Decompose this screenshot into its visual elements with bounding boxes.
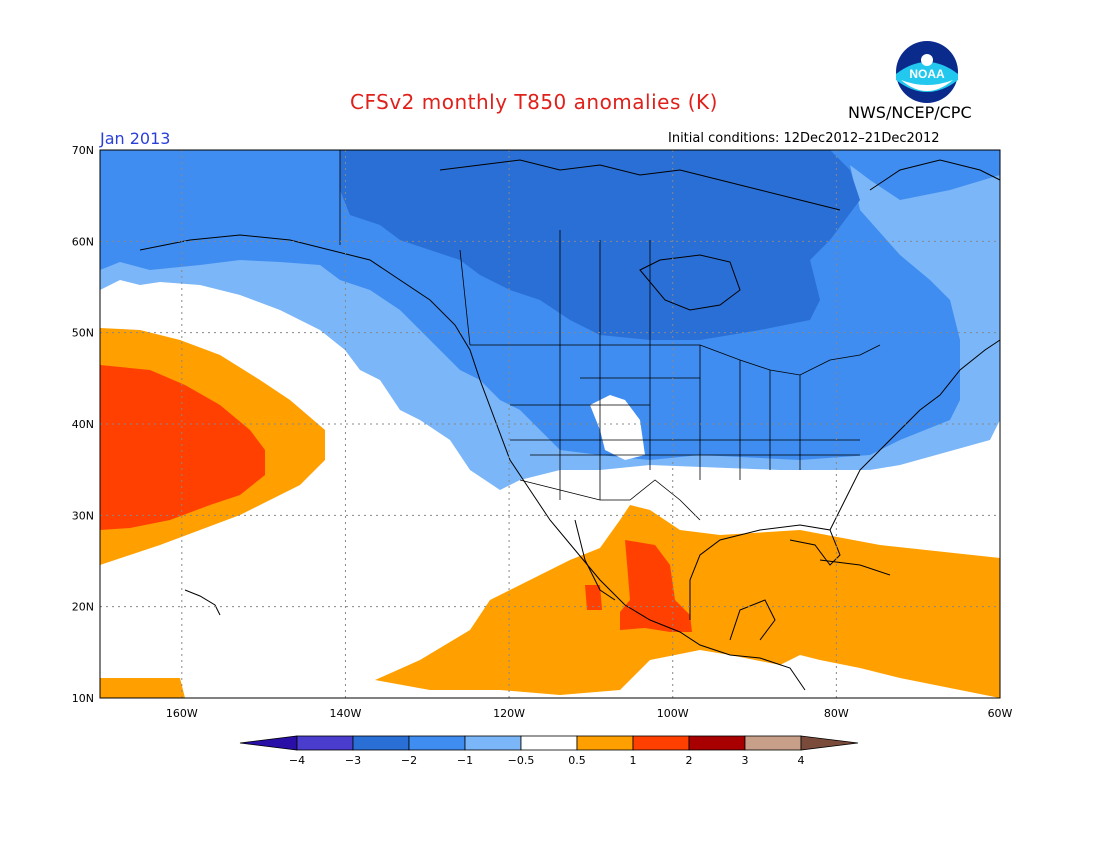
- lon-label-140w: 140W: [330, 707, 362, 720]
- neutral-region-interior: [590, 395, 645, 460]
- colorbar-label: −1: [457, 754, 473, 767]
- colorbar-label: −2: [401, 754, 417, 767]
- colorbar-swatch: [744, 735, 802, 751]
- colorbar-swatch: [520, 735, 578, 751]
- colorbar: −4 −3 −2 −1 −0.5 0.5 1 2 3 4: [239, 735, 859, 767]
- lat-label-70n: 70N: [72, 144, 94, 157]
- coastline-arctic: [439, 159, 841, 211]
- longitude-labels: 160W 140W 120W 100W 80W 60W: [166, 707, 1013, 720]
- lat-label-40n: 40N: [72, 418, 94, 431]
- lat-label-10n: 10N: [72, 692, 94, 705]
- canada-province-lines: [459, 230, 651, 346]
- lon-label-80w: 80W: [824, 707, 849, 720]
- colorbar-swatch: [632, 735, 690, 751]
- latitude-labels: 70N 60N 50N 40N 30N 20N 10N: [72, 144, 94, 705]
- orange-region-south: [375, 505, 1000, 698]
- noaa-logo: NOAA: [895, 40, 959, 104]
- colorbar-swatch-left-arrow: [239, 735, 298, 751]
- coastline-hawaii: [184, 589, 221, 616]
- colorbar-swatch: [352, 735, 410, 751]
- initial-conditions: Initial conditions: 12Dec2012–21Dec2012: [668, 131, 940, 146]
- anomaly-fields: [100, 150, 1000, 698]
- colorbar-label: −4: [289, 754, 305, 767]
- chart-title: CFSv2 monthly T850 anomalies (K): [350, 90, 718, 114]
- lon-label-120w: 120W: [493, 707, 525, 720]
- lon-label-60w: 60W: [988, 707, 1013, 720]
- colorbar-label: 0.5: [568, 754, 586, 767]
- agency-label: NWS/NCEP/CPC: [848, 103, 972, 122]
- coastline-yucatan: [729, 599, 776, 641]
- orange-region-southwest: [100, 678, 185, 698]
- map-frame: [99, 149, 1001, 699]
- coastline-east: [829, 339, 1001, 531]
- colorbar-label: −0.5: [508, 754, 535, 767]
- colorbar-swatch: [408, 735, 466, 751]
- colorbar-label: −3: [345, 754, 361, 767]
- coastlines: [139, 159, 1001, 691]
- lat-label-30n: 30N: [72, 509, 94, 522]
- colorbar-swatch: [464, 735, 522, 751]
- us-canada-border: [470, 344, 881, 376]
- lat-label-50n: 50N: [72, 327, 94, 340]
- coastline-west: [139, 234, 806, 691]
- coastline-baja: [574, 519, 616, 601]
- coastline-gulf: [689, 524, 841, 620]
- red-region-pacific: [100, 365, 265, 530]
- forecast-period: Jan 2013: [100, 129, 171, 148]
- logo-text: NOAA: [909, 67, 945, 81]
- colorbar-label: 2: [686, 754, 693, 767]
- colorbar-label: 3: [742, 754, 749, 767]
- colorbar-swatch: [688, 735, 746, 751]
- lat-label-60n: 60N: [72, 235, 94, 248]
- lon-label-160w: 160W: [166, 707, 198, 720]
- coastline-hudson-bay: [639, 254, 741, 311]
- colorbar-label: 1: [630, 754, 637, 767]
- us-state-lines: [510, 345, 860, 500]
- neutral-region-southeast: [560, 468, 1000, 555]
- coastline-cuba: [819, 559, 891, 576]
- lon-label-100w: 100W: [657, 707, 689, 720]
- coastline-greenland: [869, 159, 1001, 191]
- colorbar-swatch-right-arrow: [800, 735, 859, 751]
- colorbar-swatch: [296, 735, 354, 751]
- red-region-mexico: [620, 540, 692, 632]
- lat-lon-grid: [100, 150, 1000, 698]
- colorbar-swatch: [576, 735, 634, 751]
- colorbar-label: 4: [798, 754, 805, 767]
- political-borders: [339, 150, 881, 521]
- lat-label-20n: 20N: [72, 601, 94, 614]
- red-region-baja: [585, 585, 602, 610]
